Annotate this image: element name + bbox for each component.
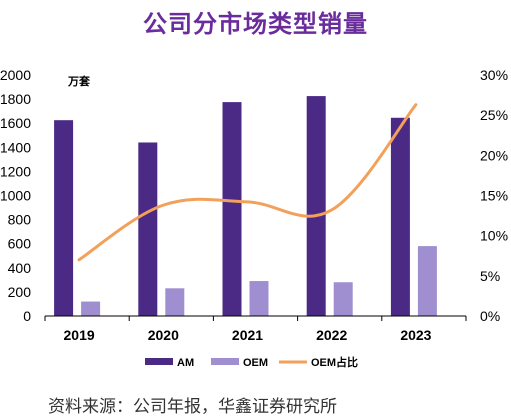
y2-tick-label: 10% [480, 228, 508, 244]
bar-oem-2020 [165, 288, 185, 316]
y-tick-label: 200 [8, 284, 32, 300]
y-axis-unit-label: 万套 [67, 74, 91, 88]
y2-tick-label: 30% [480, 67, 508, 83]
y-tick-label: 400 [8, 260, 32, 276]
y2-tick-label: 15% [480, 188, 508, 204]
bar-oem-2022 [333, 282, 353, 316]
y-tick-label: 2000 [0, 67, 31, 83]
bar-am-2022 [306, 96, 326, 317]
bar-am-2021 [222, 102, 242, 316]
legend-label: AM [177, 357, 194, 369]
legend-label: OEM占比 [311, 355, 358, 369]
x-tick-label: 2020 [148, 327, 179, 343]
chart-title: 公司分市场类型销量 [143, 10, 368, 38]
y-tick-label: 1200 [0, 163, 31, 179]
y2-tick-label: 0% [480, 308, 500, 324]
y2-axis-ticks: 0% 5% 10% 15% 20% 25% 30% [480, 67, 508, 324]
bar-oem-2023 [417, 246, 437, 316]
line-oem-ratio [77, 103, 418, 262]
line-series [77, 103, 418, 262]
y2-tick-label: 25% [480, 107, 508, 123]
y-tick-label: 600 [8, 236, 32, 252]
y-tick-label: 1400 [0, 139, 31, 155]
y-tick-label: 800 [8, 212, 32, 228]
legend-swatch-oem [211, 358, 239, 365]
bar-oem-2021 [249, 281, 269, 316]
y2-tick-label: 20% [480, 147, 508, 163]
bars [54, 96, 437, 317]
x-axis-ticks: 2019 2020 2021 2022 2023 [44, 316, 467, 343]
x-tick-label: 2023 [400, 327, 431, 343]
legend-label: OEM [243, 357, 268, 369]
bar-am-2019 [54, 120, 74, 316]
x-tick-label: 2022 [316, 327, 347, 343]
bar-am-2020 [138, 142, 158, 316]
y-tick-label: 0 [23, 308, 31, 324]
y-tick-label: 1800 [0, 91, 31, 107]
bar-am-2023 [390, 117, 410, 316]
y-axis-ticks: 0 200 400 600 800 1000 1200 1400 1600 1800 2000 [0, 67, 31, 324]
y-tick-label: 1000 [0, 188, 31, 204]
legend-swatch-am [145, 358, 173, 365]
bar-oem-2019 [81, 301, 101, 316]
x-tick-label: 2021 [232, 327, 263, 343]
y-tick-label: 1600 [0, 115, 31, 131]
x-tick-label: 2019 [64, 327, 95, 343]
y2-tick-label: 5% [480, 268, 500, 284]
legend: AM OEM OEM占比 [145, 355, 358, 369]
source-note: 资料来源：公司年报，华鑫证券研究所 [48, 397, 337, 417]
